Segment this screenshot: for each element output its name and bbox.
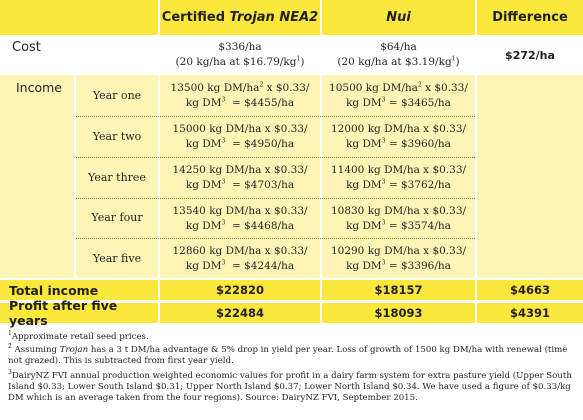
profit-difference: $4391 — [477, 303, 583, 323]
year-one-label: Year one — [92, 89, 142, 102]
cost-trojan: $336/ha (20 kg/ha at $16.79/kg1) — [175, 41, 305, 68]
cost-difference: $272/ha — [505, 48, 555, 62]
profit-trojan: $22484 — [160, 303, 320, 323]
year-three-label: Year three — [88, 171, 146, 184]
year-four-label: Year four — [91, 211, 143, 224]
row-divider — [76, 238, 475, 239]
income-nui-column — [322, 75, 475, 278]
year-four-trojan: 13540 kg DM/ha x $0.33/ kg DM3 = $4468/h… — [172, 205, 308, 232]
total-income-nui: $18157 — [322, 280, 475, 300]
total-income-difference: $4663 — [477, 280, 583, 300]
header-nui: Nui — [322, 0, 475, 35]
year-four-nui: 10830 kg DM/ha x $0.33/ kg DM3 = $3574/h… — [330, 205, 467, 232]
header-certified-trojan: Certified Trojan NEA2 — [160, 0, 320, 35]
year-one-nui: 10500 kg DM/ha2 x $0.33/ kg DM3 = $3465/… — [329, 81, 468, 109]
year-three-nui: 11400 kg DM/ha x $0.33/ kg DM3 = $3762/h… — [330, 164, 467, 191]
total-income-label: Total income — [0, 280, 158, 300]
footnote-2: 2 Assuming Trojan has a 3 t DM/ha advant… — [8, 343, 568, 366]
cost-nui: $64/ha (20 kg/ha at $3.19/kg1) — [337, 41, 460, 68]
row-divider — [76, 116, 475, 117]
income-label: Income — [16, 80, 62, 95]
footnote-3: 3DairyNZ FVI annual production weighted … — [8, 369, 572, 403]
income-difference-column — [477, 75, 583, 278]
footnote-1: 1Approximate retail seed prices. — [8, 330, 149, 342]
total-income-trojan: $22820 — [160, 280, 320, 300]
row-divider — [76, 157, 475, 158]
income-year-column — [76, 75, 158, 278]
income-trojan-column — [160, 75, 320, 278]
year-one-trojan: 13500 kg DM/ha2 x $0.33/ kg DM3 = $4455/… — [170, 81, 310, 109]
year-two-nui: 12000 kg DM/ha x $0.33/ kg DM3 = $3960/h… — [330, 123, 467, 150]
year-three-trojan: 14250 kg DM/ha x $0.33/ kg DM3 = $4703/h… — [172, 164, 308, 191]
row-divider — [76, 198, 475, 199]
year-five-trojan: 12860 kg DM/ha x $0.33/ kg DM3 = $4244/h… — [172, 245, 308, 272]
income-label-cell — [0, 75, 74, 278]
header-blank-cell — [0, 0, 158, 35]
profit-label: Profit after five years — [0, 298, 158, 328]
profit-nui: $18093 — [322, 303, 475, 323]
cost-label: Cost — [12, 40, 41, 55]
year-two-label: Year two — [92, 130, 142, 143]
header-difference: Difference — [477, 0, 583, 35]
year-five-nui: 10290 kg DM/ha x $0.33/ kg DM3 = $3396/h… — [330, 245, 467, 272]
year-two-trojan: 15000 kg DM/ha x $0.33/ kg DM3 = $4950/h… — [172, 123, 308, 150]
year-five-label: Year five — [92, 252, 142, 265]
